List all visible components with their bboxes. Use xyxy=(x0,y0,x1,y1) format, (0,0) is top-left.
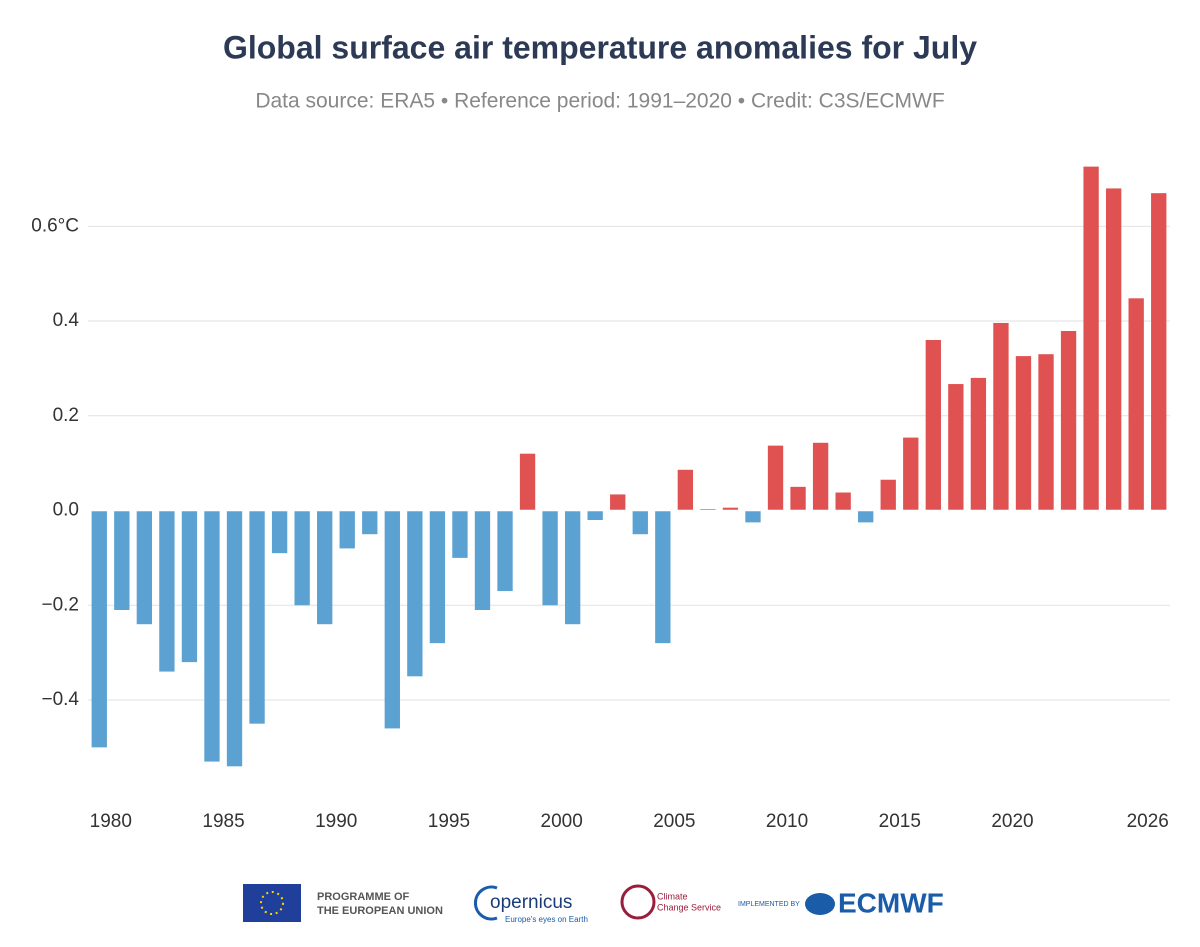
y-tick-label: 0.2 xyxy=(53,405,79,426)
bar xyxy=(925,340,941,511)
ecmwf-text: ECMWF xyxy=(838,887,944,918)
copernicus-text: opernicus xyxy=(490,892,572,913)
bar xyxy=(993,322,1009,511)
x-tick-label: 2000 xyxy=(541,811,583,832)
x-tick-label: 2010 xyxy=(766,811,808,832)
bar xyxy=(362,510,378,535)
bar xyxy=(790,486,806,511)
y-tick-label: 0.0 xyxy=(53,500,79,521)
y-tick-label: 0.4 xyxy=(53,310,80,331)
eu-text: PROGRAMME OF xyxy=(317,891,410,903)
bar xyxy=(519,453,536,511)
implemented-text: IMPLEMENTED BY xyxy=(738,901,800,908)
bar xyxy=(407,510,423,677)
bar xyxy=(632,510,648,535)
chart-subtitle: Data source: ERA5 • Reference period: 19… xyxy=(255,90,944,113)
bar xyxy=(384,510,400,729)
ecmwf-logo xyxy=(805,893,835,915)
bar xyxy=(159,510,175,672)
bar xyxy=(1105,188,1122,511)
bar xyxy=(677,469,694,511)
bar xyxy=(542,510,558,606)
bar xyxy=(294,510,310,606)
bar xyxy=(564,510,581,625)
bar xyxy=(249,510,265,724)
bar xyxy=(655,510,671,644)
bar xyxy=(610,494,626,511)
chart-title: Global surface air temperature anomalies… xyxy=(223,29,977,65)
bar xyxy=(317,510,333,625)
c3s-text: Change Service xyxy=(657,902,721,912)
c3s-logo xyxy=(620,884,656,920)
bar xyxy=(722,507,739,511)
bar xyxy=(767,445,784,511)
bar xyxy=(835,492,851,511)
y-tick-label: −0.2 xyxy=(41,594,79,615)
bar xyxy=(858,510,874,523)
bar xyxy=(880,479,896,511)
bar xyxy=(136,510,153,625)
x-tick-label: 1995 xyxy=(428,811,470,832)
bar xyxy=(745,510,761,523)
y-tick-label: −0.4 xyxy=(41,689,79,710)
x-tick-label: 2005 xyxy=(653,811,695,832)
bar xyxy=(497,510,513,592)
bar xyxy=(948,384,964,511)
bar xyxy=(114,510,130,610)
x-tick-label: 2020 xyxy=(991,811,1033,832)
bar xyxy=(1151,193,1167,511)
bar xyxy=(1015,356,1032,511)
bar xyxy=(181,510,198,663)
eu-stars xyxy=(260,891,284,915)
x-tick-label: 2026 xyxy=(1127,811,1169,832)
bar xyxy=(903,437,919,511)
bar xyxy=(271,510,288,554)
x-tick-label: 1985 xyxy=(202,811,244,832)
c3s-text: Climate xyxy=(657,891,688,901)
bar xyxy=(474,510,491,610)
bar xyxy=(204,510,220,762)
bar xyxy=(226,510,243,767)
eu-flag xyxy=(243,884,301,922)
y-tick-label: 0.6°C xyxy=(31,215,79,236)
bar xyxy=(812,442,829,511)
eu-text: THE EUROPEAN UNION xyxy=(317,905,443,917)
bar xyxy=(429,510,446,644)
x-tick-label: 1980 xyxy=(90,811,132,832)
x-tick-label: 2015 xyxy=(879,811,921,832)
bar xyxy=(1128,298,1144,511)
x-tick-label: 1990 xyxy=(315,811,357,832)
bar xyxy=(587,510,603,520)
bar xyxy=(970,377,987,511)
copernicus-c xyxy=(474,885,498,921)
bar xyxy=(1083,166,1099,511)
footer: PROGRAMME OF THE EUROPEAN UNION opernicu… xyxy=(243,884,944,924)
copernicus-tagline: Europe's eyes on Earth xyxy=(505,915,588,924)
bar xyxy=(1038,354,1054,511)
bar xyxy=(91,510,107,748)
bar xyxy=(339,510,355,549)
bar xyxy=(452,510,468,558)
bar xyxy=(1060,331,1077,511)
